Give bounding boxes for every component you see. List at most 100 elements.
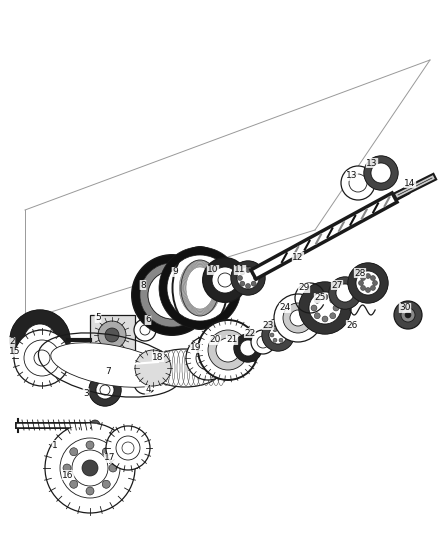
Ellipse shape [148,349,223,387]
Text: 13: 13 [346,172,358,181]
Text: 17: 17 [104,454,116,463]
Circle shape [240,340,256,356]
Circle shape [283,303,313,333]
Text: 14: 14 [404,179,416,188]
Circle shape [116,436,140,460]
Text: 1: 1 [52,440,58,449]
Circle shape [134,319,156,341]
Text: 21: 21 [226,335,238,344]
Text: 8: 8 [140,280,146,289]
Wedge shape [159,247,241,329]
Circle shape [216,338,240,362]
Circle shape [330,313,336,319]
Circle shape [240,281,245,286]
Text: 28: 28 [354,269,366,278]
Circle shape [89,374,121,406]
Text: 27: 27 [331,280,343,289]
Circle shape [282,333,286,337]
Circle shape [330,297,336,303]
Circle shape [45,423,135,513]
Circle shape [70,480,78,488]
Ellipse shape [181,260,219,316]
Circle shape [82,460,98,476]
Circle shape [372,280,378,286]
Text: 7: 7 [105,367,111,376]
Circle shape [365,287,371,293]
Circle shape [314,313,320,319]
Text: 30: 30 [399,303,411,312]
Circle shape [394,301,422,329]
Circle shape [273,338,277,342]
Text: 3: 3 [83,389,89,398]
Bar [90,315,135,355]
Wedge shape [348,263,388,303]
Circle shape [269,326,287,344]
Circle shape [186,336,230,380]
Text: 5: 5 [95,313,101,322]
Circle shape [341,166,375,200]
Text: 20: 20 [209,335,221,344]
Circle shape [279,338,283,342]
Circle shape [24,340,60,376]
Circle shape [290,310,306,326]
Circle shape [90,420,100,430]
Circle shape [348,263,388,303]
Wedge shape [299,282,351,334]
Circle shape [246,268,251,272]
Circle shape [299,282,351,334]
Circle shape [140,263,204,327]
Circle shape [208,330,248,370]
Text: 4: 4 [145,385,151,394]
Wedge shape [10,310,70,370]
Circle shape [251,330,275,354]
Circle shape [356,271,380,295]
Circle shape [203,258,247,302]
Wedge shape [203,258,247,302]
Text: 25: 25 [314,294,326,303]
Circle shape [251,281,256,286]
Wedge shape [140,263,204,327]
Circle shape [322,294,328,300]
Circle shape [273,328,277,332]
Text: 18: 18 [152,352,164,361]
Circle shape [72,450,108,486]
Circle shape [360,276,366,280]
Text: 16: 16 [62,471,74,480]
Circle shape [150,354,166,370]
Wedge shape [231,261,265,295]
Circle shape [135,350,171,386]
Circle shape [14,330,70,386]
Circle shape [63,464,71,472]
Circle shape [371,163,391,183]
Circle shape [231,261,265,295]
Circle shape [371,286,375,290]
Circle shape [24,324,56,356]
Circle shape [96,381,114,399]
Circle shape [279,328,283,332]
Circle shape [251,270,256,275]
Circle shape [234,334,262,362]
Circle shape [70,448,78,456]
Circle shape [314,297,320,303]
Wedge shape [364,156,398,190]
Circle shape [371,276,375,280]
Circle shape [309,292,341,324]
Circle shape [102,448,110,456]
Circle shape [333,305,339,311]
Circle shape [329,277,361,309]
Circle shape [106,426,150,470]
Circle shape [336,284,354,302]
Circle shape [102,480,110,488]
Circle shape [405,312,411,318]
Circle shape [401,308,415,322]
Text: 26: 26 [346,320,358,329]
Circle shape [237,267,259,289]
Text: 22: 22 [244,328,256,337]
Circle shape [60,438,120,498]
Text: 11: 11 [234,265,246,274]
Circle shape [86,441,94,449]
Circle shape [360,286,366,290]
Circle shape [198,320,258,380]
Circle shape [237,276,243,280]
Text: 13: 13 [366,158,378,167]
